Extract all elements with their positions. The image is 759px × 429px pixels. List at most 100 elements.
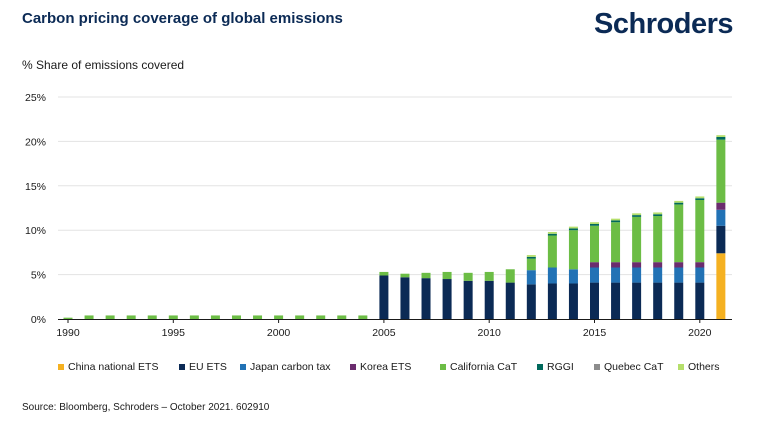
bar-segment <box>653 214 663 216</box>
x-tick-label: 2010 <box>478 327 502 339</box>
bar-segment <box>674 267 684 283</box>
legend-swatch <box>350 364 356 370</box>
bar-segment <box>590 267 599 283</box>
bar-segment <box>590 282 599 319</box>
bar-segment <box>484 271 494 281</box>
bar-segment <box>442 279 452 319</box>
bar-segment <box>716 135 726 137</box>
bar-segment <box>547 267 557 284</box>
bar-segment <box>674 202 684 205</box>
bar-segment <box>632 282 642 319</box>
bar-segment <box>568 226 578 229</box>
bar-segment <box>147 315 157 319</box>
bar-segment <box>126 315 136 319</box>
bar-segment <box>526 258 536 271</box>
bar-segment <box>526 284 536 319</box>
y-tick-label: 15% <box>25 181 46 193</box>
bar-segment <box>632 267 642 283</box>
bar-segment <box>653 212 663 215</box>
bar-segment <box>674 200 684 203</box>
legend-label: California CaT <box>450 361 518 373</box>
bar-segment <box>611 262 621 268</box>
bar-segment <box>84 315 94 319</box>
bar-segment <box>611 222 621 263</box>
bar-segment <box>716 225 726 254</box>
bar-segment <box>611 282 621 319</box>
x-tick-label: 1995 <box>162 327 186 339</box>
bar-segment <box>253 315 263 319</box>
legend-label: EU ETS <box>189 361 227 373</box>
y-axis-ticks: 0% 5% 10% 15% 20% 25% <box>25 92 46 326</box>
bar-segment <box>568 228 578 231</box>
bar-segment <box>590 225 599 263</box>
y-tick-label: 25% <box>25 92 46 104</box>
bar-segment <box>274 315 284 319</box>
x-tick-label: 2015 <box>583 327 607 339</box>
bar-segment <box>505 269 515 283</box>
bar-segment <box>611 220 621 223</box>
bar-segment <box>632 215 642 217</box>
bar-segment <box>484 280 494 319</box>
bar-segment <box>716 136 726 140</box>
bar-segment <box>632 216 642 263</box>
x-tick-label: 2000 <box>267 327 291 339</box>
brand-logo: Schroders <box>594 8 733 40</box>
legend-swatch <box>678 364 684 370</box>
bar-segment <box>421 278 431 319</box>
bar-segment <box>590 222 599 224</box>
legend-label: RGGI <box>547 361 574 373</box>
chart-title: Carbon pricing coverage of global emissi… <box>22 10 343 27</box>
x-tick-label: 1990 <box>56 327 80 339</box>
bar-segment <box>463 280 473 319</box>
bar-segment <box>105 315 115 319</box>
bar-segment <box>695 282 705 319</box>
bar-segment <box>716 209 726 226</box>
bar-segment <box>295 315 305 319</box>
legend-swatch <box>440 364 446 370</box>
bar-segment <box>611 218 621 221</box>
legend-label: Others <box>688 361 720 373</box>
bar-segment <box>63 317 73 319</box>
grid-lines <box>58 96 732 276</box>
bar-segment <box>547 233 557 236</box>
bar-segment <box>568 230 578 270</box>
y-tick-label: 5% <box>31 270 46 282</box>
bar-segment <box>442 271 452 280</box>
bar-segment <box>168 315 178 319</box>
bar-segment <box>400 273 410 278</box>
legend-swatch <box>537 364 543 370</box>
bar-segment <box>695 267 705 283</box>
bar-segment <box>653 267 663 283</box>
bar-segment <box>547 231 557 234</box>
bar-segment <box>716 202 726 210</box>
bar-segment <box>716 253 726 319</box>
bar-segment <box>590 262 599 268</box>
bar-segment <box>421 272 431 279</box>
legend-label: Quebec CaT <box>604 361 664 373</box>
legend-label: Korea ETS <box>360 361 411 373</box>
bar-segment <box>526 270 536 285</box>
bars <box>63 135 726 319</box>
y-axis-label: % Share of emissions covered <box>22 58 185 72</box>
bar-segment <box>653 282 663 319</box>
x-tick-label: 2020 <box>688 327 712 339</box>
bar-segment <box>526 256 536 259</box>
bar-segment <box>400 277 410 319</box>
bar-segment <box>568 283 578 319</box>
bar-segment <box>695 262 705 268</box>
bar-segment <box>526 255 536 257</box>
bar-segment <box>653 215 663 263</box>
bar-segment <box>505 282 515 319</box>
legend-label: Japan carbon tax <box>250 361 331 373</box>
legend-swatch <box>58 364 64 370</box>
legend-swatch <box>240 364 246 370</box>
bar-segment <box>463 272 473 281</box>
bar-segment <box>316 315 326 319</box>
bar-segment <box>653 262 663 268</box>
bar-segment <box>674 204 684 263</box>
y-tick-label: 0% <box>31 314 46 326</box>
bar-segment <box>695 200 705 263</box>
bar-segment <box>210 315 220 319</box>
bar-segment <box>189 315 199 319</box>
